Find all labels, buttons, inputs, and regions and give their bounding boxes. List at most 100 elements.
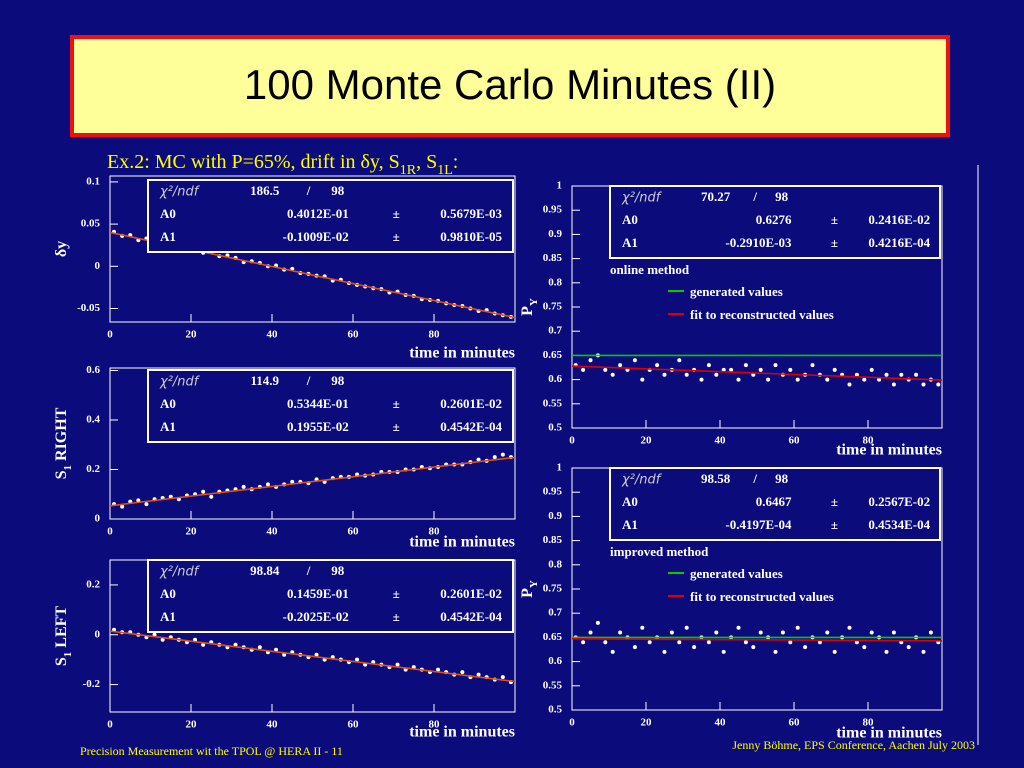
- data-point: [899, 372, 904, 377]
- data-point: [209, 494, 214, 499]
- stats-header: χ²/ndf: [621, 473, 663, 488]
- stats-cell: A1: [160, 609, 176, 624]
- data-point: [795, 377, 800, 382]
- data-point: [788, 367, 793, 372]
- stats-cell: 0.6467: [756, 494, 792, 509]
- stats-cell: A0: [160, 586, 176, 601]
- data-point: [632, 645, 637, 650]
- subtitle-part: , S: [416, 151, 437, 173]
- data-point: [201, 642, 206, 647]
- stats-cell: ±: [393, 586, 400, 601]
- data-point: [395, 662, 400, 667]
- method-label: online method: [610, 262, 690, 277]
- stats-cell: 0.4542E-04: [440, 419, 502, 434]
- data-point: [758, 367, 763, 372]
- slide-title: 100 Monte Carlo Minutes (II): [244, 61, 776, 108]
- data-point: [233, 642, 238, 647]
- data-point: [832, 367, 837, 372]
- stats-cell: 0.2416E-02: [868, 212, 930, 227]
- stats-cell: -0.2025E-02: [283, 609, 349, 624]
- data-point: [914, 372, 919, 377]
- data-point: [618, 363, 623, 368]
- data-point: [500, 675, 505, 680]
- stats-cell: 0.1459E-01: [287, 586, 349, 601]
- data-point: [921, 382, 926, 387]
- x-tick-label: 60: [348, 526, 360, 538]
- data-point: [144, 502, 149, 507]
- data-point: [160, 637, 165, 642]
- y-axis-label: PY: [519, 580, 540, 598]
- x-tick-label: 20: [641, 435, 653, 447]
- y-tick-label: -0.2: [83, 678, 101, 690]
- data-point: [766, 377, 771, 382]
- stats-header: 98: [775, 189, 789, 204]
- data-point: [655, 363, 660, 368]
- data-point: [610, 372, 615, 377]
- legend-label: generated values: [690, 566, 783, 581]
- data-point: [193, 637, 198, 642]
- data-point: [640, 377, 645, 382]
- y-label-part: 1: [62, 652, 74, 658]
- stats-header: /: [752, 471, 757, 486]
- stats-cell: 0.2601E-02: [440, 586, 502, 601]
- fit-line: [571, 365, 943, 381]
- stats-header: χ²/ndf: [159, 565, 201, 580]
- y-tick-label: 0.05: [81, 218, 101, 230]
- legend-label: generated values: [690, 284, 783, 299]
- y-label-part: 1: [62, 465, 74, 471]
- stats-cell: 0.4534E-04: [868, 517, 930, 532]
- data-point: [669, 630, 674, 635]
- subtitle-part: 1R: [400, 163, 417, 178]
- stats-cell: 0.5344E-01: [287, 396, 349, 411]
- stats-header: χ²/ndf: [621, 191, 663, 206]
- x-axis-label: time in minutes: [409, 724, 515, 741]
- y-tick-label: 0.5: [548, 704, 562, 716]
- data-point: [699, 377, 704, 382]
- stats-cell: A0: [160, 206, 176, 221]
- y-tick-label: 1: [557, 462, 563, 474]
- stats-cell: A1: [160, 419, 176, 434]
- data-point: [500, 452, 505, 457]
- data-point: [773, 363, 778, 368]
- data-point: [884, 649, 889, 654]
- stats-header: 114.9: [251, 373, 280, 388]
- y-tick-label: 0.75: [543, 583, 563, 595]
- stats-header: 98: [331, 373, 345, 388]
- stats-cell: A1: [622, 517, 638, 532]
- data-point: [684, 625, 689, 630]
- stats-cell: ±: [831, 235, 838, 250]
- stats-cell: -0.1009E-02: [283, 229, 349, 244]
- y-tick-label: 0: [95, 628, 101, 640]
- data-point: [595, 620, 600, 625]
- x-tick-label: 60: [789, 717, 801, 729]
- stats-box: [147, 369, 514, 443]
- data-point: [773, 649, 778, 654]
- data-point: [706, 363, 711, 368]
- stats-cell: 0.5679E-03: [440, 206, 502, 221]
- y-tick-label: 0.6: [548, 373, 562, 385]
- y-tick-label: 0.4: [86, 414, 100, 426]
- fit-line: [571, 638, 943, 642]
- data-point: [603, 367, 608, 372]
- data-point: [265, 482, 270, 487]
- data-point: [136, 498, 141, 503]
- data-point: [677, 640, 682, 645]
- stats-cell: ±: [393, 396, 400, 411]
- data-point: [581, 640, 586, 645]
- y-label-part: P: [519, 306, 536, 316]
- data-point: [832, 649, 837, 654]
- data-point: [891, 382, 896, 387]
- x-tick-label: 40: [715, 435, 727, 447]
- y-tick-label: 0.7: [548, 325, 562, 337]
- stats-header: 98: [331, 183, 345, 198]
- y-tick-label: 0.5: [548, 422, 562, 434]
- data-point: [257, 645, 262, 650]
- stats-cell: A0: [160, 396, 176, 411]
- footer-left: Precision Measurement wit the TPOL @ HER…: [80, 744, 343, 758]
- y-axis-label: S1 LEFT: [53, 606, 74, 667]
- data-point: [810, 363, 815, 368]
- stats-cell: A0: [622, 212, 638, 227]
- stats-box: [609, 467, 941, 541]
- data-point: [788, 640, 793, 645]
- y-label-part: P: [519, 588, 536, 598]
